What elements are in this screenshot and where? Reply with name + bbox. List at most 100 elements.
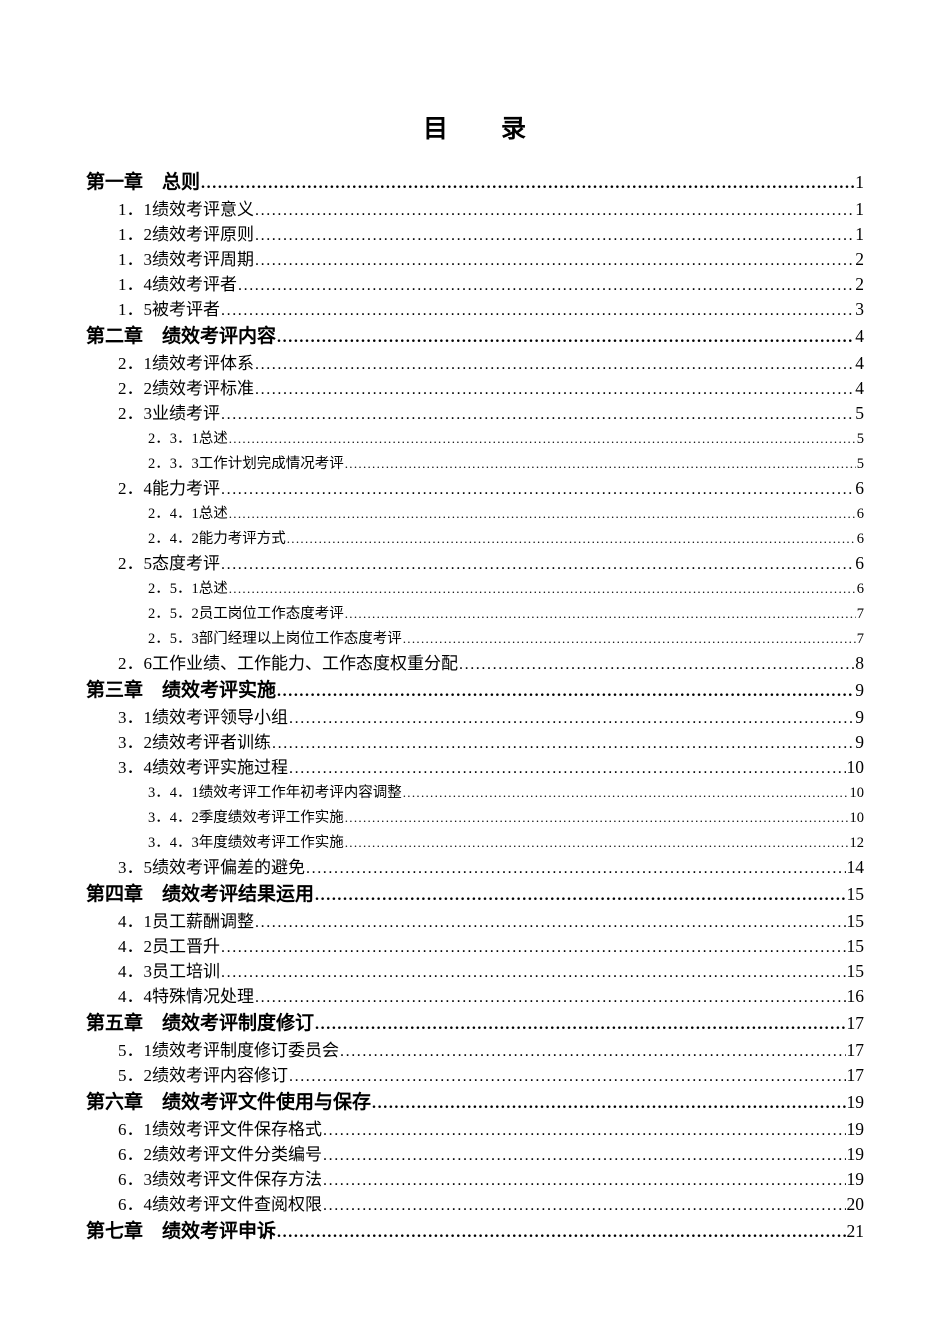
page-number: 2 xyxy=(855,249,864,269)
dot-leader xyxy=(289,756,846,781)
toc-entry-number: 第四章 xyxy=(86,884,144,905)
toc-entry-number: 2．5 xyxy=(118,554,152,573)
toc-entry-number: 2．6 xyxy=(118,654,152,673)
toc-entry-number: 4．4 xyxy=(118,987,152,1006)
page-number: 7 xyxy=(856,631,864,647)
toc-entry-title: 员工岗位工作态度考评 xyxy=(198,606,344,622)
dot-leader xyxy=(255,985,846,1010)
toc-entry-title: 绩效考评实施 xyxy=(162,680,277,701)
dot-leader xyxy=(323,1193,846,1218)
toc-entry-number: 6．2 xyxy=(118,1145,152,1164)
dot-leader xyxy=(306,856,846,881)
toc-entry-number: 5．2 xyxy=(118,1066,152,1085)
toc-entry-number: 2．4．1 xyxy=(148,506,199,522)
page-number: 21 xyxy=(846,1221,865,1241)
page-number: 17 xyxy=(846,1065,865,1085)
toc-entry-title: 工作业绩、工作能力、工作态度权重分配 xyxy=(152,654,458,673)
dot-leader xyxy=(272,731,854,756)
page-number: 1 xyxy=(855,172,864,192)
toc-entry-number: 3．2 xyxy=(118,733,152,752)
toc-entry-title: 绩效考评领导小组 xyxy=(152,708,288,727)
toc-entry-number: 3．4．2 xyxy=(148,810,199,826)
toc-entry-title: 特殊情况处理 xyxy=(152,987,254,1006)
toc-entry-title: 绩效考评原则 xyxy=(152,225,254,244)
toc-entry-title: 年度绩效考评工作实施 xyxy=(198,835,344,851)
dot-leader xyxy=(340,1039,846,1064)
toc-entry-title: 绩效考评文件查阅权限 xyxy=(152,1195,322,1214)
dot-leader xyxy=(277,677,854,706)
dot-leader xyxy=(287,526,856,551)
page-number: 9 xyxy=(855,707,864,727)
dot-leader xyxy=(345,601,856,626)
dot-leader xyxy=(221,552,854,577)
dot-leader xyxy=(229,501,856,526)
page-number: 19 xyxy=(846,1144,865,1164)
page-number: 19 xyxy=(846,1119,865,1139)
dot-leader xyxy=(277,323,854,352)
toc-entry-number: 3．4．3 xyxy=(148,835,199,851)
toc-entry-number: 5．1 xyxy=(118,1041,152,1060)
toc-entry[interactable]: 2．5．1总述 6 xyxy=(86,576,864,601)
toc-entry-number: 6．4 xyxy=(118,1195,152,1214)
toc-entry-title: 绩效考评结果运用 xyxy=(162,884,315,905)
page-number: 14 xyxy=(846,857,865,877)
toc-entry-number: 1．1 xyxy=(118,200,152,219)
toc-entry-title: 绩效考评文件使用与保存 xyxy=(162,1092,372,1113)
dot-leader xyxy=(315,881,845,910)
toc-entry-title: 被考评者 xyxy=(152,300,220,319)
toc-entry[interactable]: 2．3．1总述 5 xyxy=(86,426,864,451)
toc-entry-title: 绩效考评周期 xyxy=(152,250,254,269)
toc-entry[interactable]: 2．4．1总述 6 xyxy=(86,501,864,526)
page-number: 6 xyxy=(855,478,864,498)
toc-entry-title: 绩效考评实施过程 xyxy=(152,758,288,777)
dot-leader xyxy=(403,780,849,805)
toc-entry-title: 绩效考评偏差的避免 xyxy=(152,858,305,877)
page-number: 2 xyxy=(855,274,864,294)
dot-leader xyxy=(345,451,856,476)
dot-leader xyxy=(403,626,856,651)
dot-leader xyxy=(221,402,854,427)
toc-entry-title: 员工培训 xyxy=(152,962,220,981)
toc-entry-title: 绩效考评文件保存方法 xyxy=(152,1170,322,1189)
page-number: 9 xyxy=(855,680,864,700)
